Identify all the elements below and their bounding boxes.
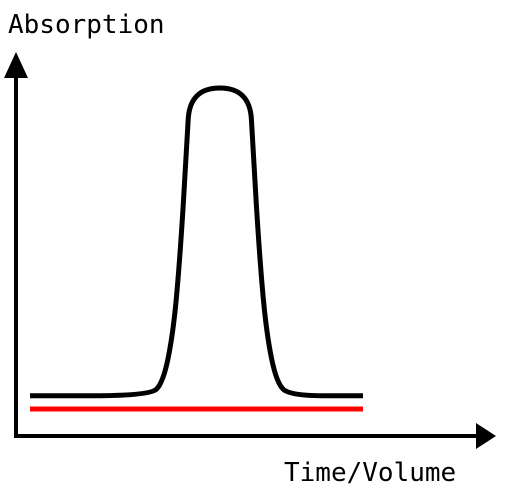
y-axis-arrowhead <box>4 52 28 78</box>
y-axis-label: Absorption <box>8 10 165 40</box>
series-line-0 <box>27 85 364 399</box>
x-axis-arrowhead <box>476 423 496 449</box>
x-axis-label: Time/Volume <box>284 458 456 488</box>
axes <box>4 52 496 449</box>
series-layer <box>27 85 364 412</box>
